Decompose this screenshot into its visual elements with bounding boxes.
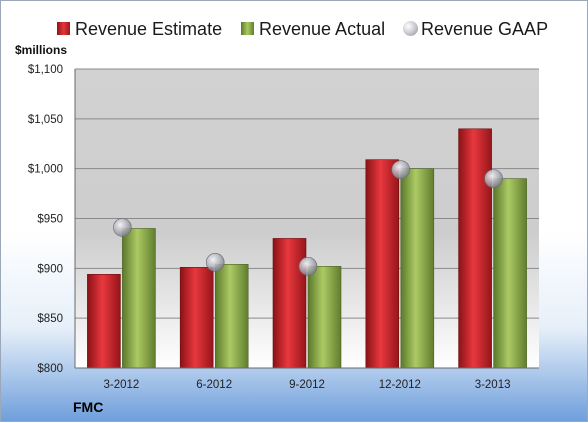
bar-revenue-estimate (179, 267, 214, 369)
bar-revenue-estimate (272, 238, 307, 369)
legend-swatch-gaap (403, 21, 418, 36)
point-revenue-gaap (113, 218, 132, 237)
point-revenue-gaap (484, 169, 503, 188)
legend-swatch-actual (241, 22, 254, 35)
y-tick-label: $850 (37, 313, 63, 325)
bar-revenue-actual (400, 168, 435, 369)
bar-revenue-actual (493, 178, 527, 369)
bar-revenue-actual (214, 264, 249, 369)
y-tick-label: $900 (37, 263, 63, 275)
bar-revenue-estimate (87, 274, 121, 369)
company-label: FMC (73, 399, 104, 415)
legend: Revenue Estimate Revenue Actual Revenue … (1, 18, 588, 40)
y-tick-label: $1,050 (28, 114, 63, 126)
x-tick-label: 3-2013 (475, 379, 511, 391)
y-tick-label: $1,100 (28, 64, 63, 76)
point-revenue-gaap (391, 160, 411, 179)
x-tick-label: 6-2012 (196, 379, 232, 391)
x-tick-label: 12-2012 (379, 379, 421, 391)
y-axis-unit-label: $millions (15, 43, 68, 57)
legend-label-estimate: Revenue Estimate (75, 19, 223, 39)
legend-swatch-estimate (57, 22, 70, 35)
bar-revenue-actual (307, 266, 342, 369)
legend-label-gaap: Revenue GAAP (421, 19, 549, 39)
point-revenue-gaap (205, 253, 225, 272)
x-tick-label: 9-2012 (289, 379, 325, 391)
x-tick-label: 3-2012 (103, 379, 139, 391)
legend-label-actual: Revenue Actual (259, 19, 386, 39)
y-tick-label: $950 (37, 214, 63, 226)
point-revenue-gaap (298, 257, 318, 276)
bar-revenue-estimate (365, 159, 400, 369)
bar-revenue-actual (122, 228, 156, 369)
y-tick-label: $1,000 (28, 164, 63, 176)
y-tick-label: $800 (37, 363, 63, 375)
bar-revenue-estimate (458, 128, 492, 369)
